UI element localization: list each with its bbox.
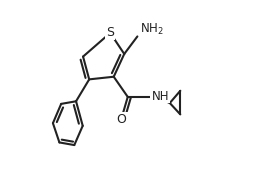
Text: NH$_2$: NH$_2$ [140, 22, 164, 37]
Text: O: O [117, 113, 127, 126]
Text: NH: NH [152, 90, 169, 103]
Text: S: S [106, 26, 114, 40]
